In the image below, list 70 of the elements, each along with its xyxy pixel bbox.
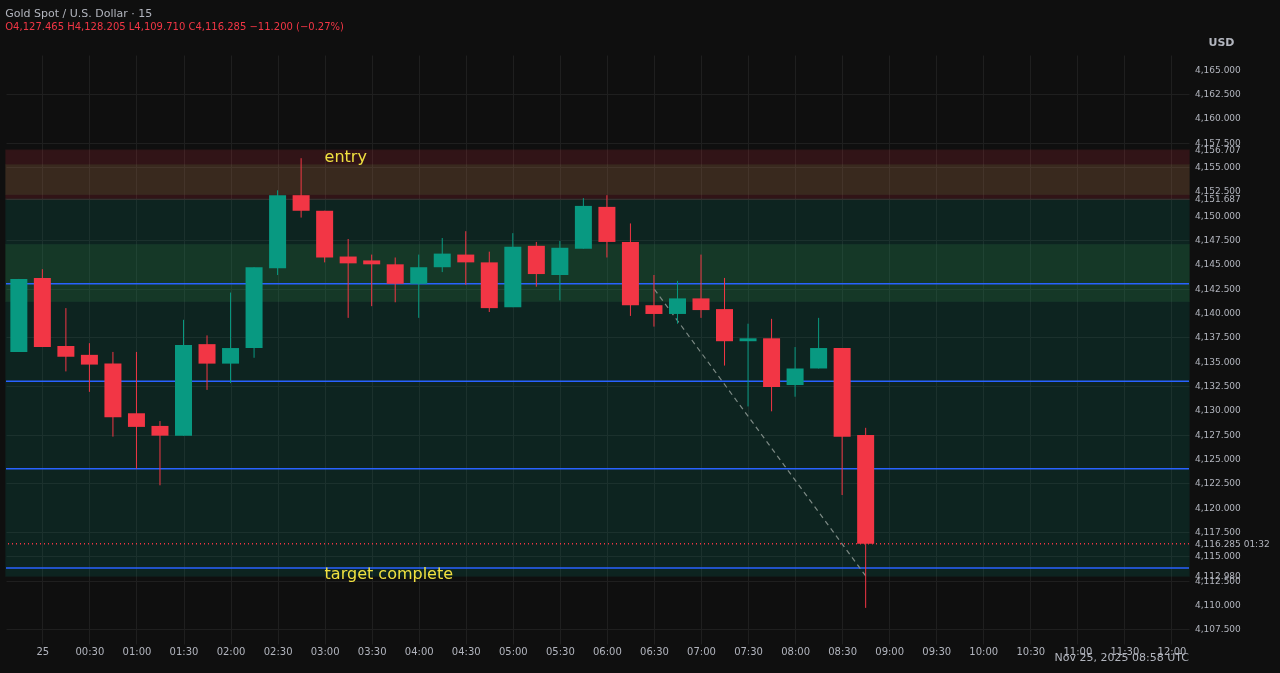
- y-tick-label: 4,132.500: [1195, 381, 1242, 392]
- y-tick-label: 4,162.500: [1195, 88, 1242, 99]
- x-tick-label: 08:30: [828, 645, 858, 657]
- y-tick-label: 4,130.000: [1195, 405, 1242, 416]
- x-tick-label: 02:30: [263, 645, 293, 657]
- y-axis-title: USD: [1208, 35, 1235, 49]
- candlestick: [410, 254, 428, 319]
- y-tick-label: 4,165.000: [1195, 64, 1242, 75]
- y-tick-label: 4,140.000: [1195, 307, 1242, 318]
- candlestick: [457, 230, 475, 286]
- y-tick-label: 4,127.500: [1195, 429, 1242, 440]
- x-tick-label: 10:00: [969, 645, 999, 657]
- x-tick-label: 03:00: [310, 645, 340, 657]
- x-tick-label: 09:30: [922, 645, 952, 657]
- candlestick: [645, 274, 663, 328]
- y-tick-label: 4,116.285 01:32: [1195, 538, 1270, 549]
- x-tick-label: 04:00: [404, 645, 434, 657]
- y-tick-label: 4,142.500: [1195, 283, 1242, 294]
- x-tick-label: 09:00: [875, 645, 905, 657]
- annotation: entry: [324, 147, 367, 166]
- y-tick-label: 4,151.687: [1195, 194, 1241, 205]
- annotation: target complete: [324, 564, 454, 583]
- x-tick-label: 10:30: [1016, 645, 1046, 657]
- x-tick-label: 06:00: [593, 645, 622, 657]
- candlestick: [810, 317, 828, 369]
- candlestick: [386, 257, 404, 303]
- x-tick-label: 05:00: [498, 645, 528, 657]
- chart-subtitle: O4,127.465 H4,128.205 L4,109.710 C4,116.285 −11.200 (−0.27%): [5, 21, 345, 32]
- y-tick-label: 4,117.500: [1195, 527, 1242, 538]
- x-tick-label: 04:30: [451, 645, 481, 657]
- candlestick: [198, 334, 216, 391]
- y-tick-label: 4,110.000: [1195, 600, 1242, 611]
- y-tick-label: 4,157.500: [1195, 137, 1242, 148]
- x-tick-label: 02:00: [216, 645, 246, 657]
- y-tick-label: 4,147.500: [1195, 234, 1242, 245]
- y-tick-label: 4,150.000: [1195, 210, 1242, 221]
- x-tick-label: 01:00: [122, 645, 152, 657]
- candlestick: [80, 342, 98, 393]
- y-tick-label: 4,155.000: [1195, 161, 1242, 172]
- candlestick: [127, 351, 145, 470]
- candlestick: [57, 307, 75, 372]
- candlestick: [363, 254, 381, 307]
- x-tick-label: 00:30: [75, 645, 105, 657]
- candlestick: [786, 346, 804, 398]
- chart-title: Gold Spot / U.S. Dollar · 15: [5, 7, 153, 20]
- x-tick-label: 07:30: [734, 645, 763, 657]
- y-tick-label: 4,125.000: [1195, 454, 1242, 465]
- y-tick-label: 4,137.500: [1195, 332, 1242, 343]
- candlestick: [668, 280, 686, 325]
- candlestick: [739, 323, 757, 407]
- x-tick-label: 01:30: [169, 645, 199, 657]
- candlestick: [151, 420, 169, 486]
- y-tick-label: 4,156.707: [1195, 145, 1241, 156]
- y-tick-label: 4,115.000: [1195, 551, 1242, 562]
- x-tick-label: 08:00: [781, 645, 811, 657]
- y-tick-label: 4,107.500: [1195, 624, 1242, 635]
- y-tick-label: 4,145.000: [1195, 259, 1242, 270]
- candlestick: [692, 254, 710, 319]
- candlestick: [433, 237, 451, 273]
- x-tick-label: 05:30: [545, 645, 575, 657]
- candlestick: [222, 292, 240, 384]
- x-tick-label: 03:30: [357, 645, 387, 657]
- x-tick-label: 06:30: [640, 645, 669, 657]
- x-tick-label: 07:00: [687, 645, 716, 657]
- y-tick-label: 4,120.000: [1195, 502, 1242, 513]
- y-tick-label: 4,160.000: [1195, 113, 1242, 124]
- y-tick-label: 4,135.000: [1195, 356, 1242, 367]
- candlestick: [292, 157, 310, 219]
- x-tick-label: 25: [36, 645, 50, 657]
- y-tick-label: 4,122.500: [1195, 478, 1242, 489]
